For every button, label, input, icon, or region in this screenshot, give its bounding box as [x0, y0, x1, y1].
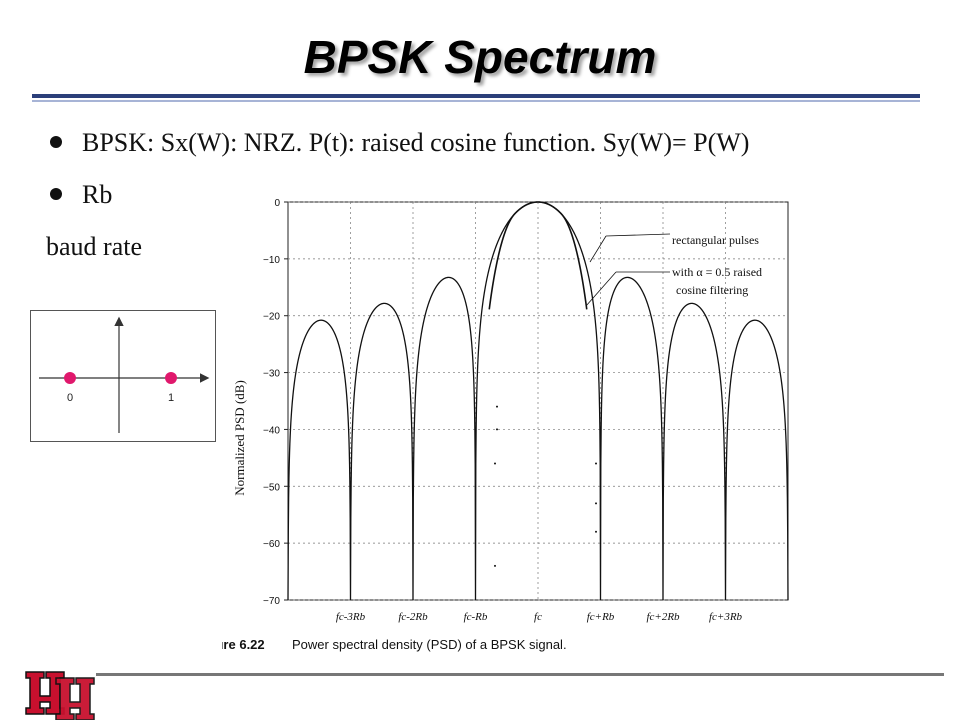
- series-raised-cosine-residual: [496, 428, 498, 431]
- bullet-bpsk: BPSK: Sx(W): NRZ. P(t): raised cosine fu…: [50, 128, 749, 158]
- bullet-dot-icon: [50, 136, 62, 149]
- annotation-leader-rc-2: [585, 271, 617, 307]
- annotation-rectangular: rectangular pulses: [672, 233, 759, 247]
- footer-rule: [96, 673, 944, 676]
- figure-caption-label: Figure 6.22: [222, 637, 265, 652]
- bullet-rb: Rb: [50, 180, 112, 210]
- constellation-point-0: [64, 372, 76, 384]
- x-tick-label: fc-Rb: [464, 611, 488, 623]
- constellation-svg: 0 1: [39, 316, 210, 433]
- annotation-raised-1: with α = 0.5 raised: [672, 265, 762, 279]
- university-logo: [22, 668, 98, 721]
- series-raised-cosine-residual: [496, 405, 498, 408]
- series-raised-cosine-residual: [595, 530, 597, 533]
- x-tick-label: fc-3Rb: [336, 611, 366, 623]
- y-tick-label: −70: [263, 596, 280, 607]
- constellation-diagram: 0 1: [30, 310, 216, 442]
- y-tick-label: −30: [263, 369, 280, 380]
- figure-caption-text: Power spectral density (PSD) of a BPSK s…: [292, 637, 567, 652]
- annotation-leader-rect-2: [589, 235, 607, 263]
- x-tick-label: fc-2Rb: [398, 611, 428, 623]
- bullet-dot-icon: [50, 188, 62, 201]
- baud-rate-text: baud rate: [46, 232, 143, 261]
- constellation-label-0: 0: [67, 392, 73, 404]
- annotation-leader-rect: [605, 233, 671, 237]
- constellation-point-1: [165, 372, 177, 384]
- y-tick-label: 0: [274, 198, 280, 209]
- plot-frame: [287, 201, 789, 601]
- psd-chart: 0 −10 −20 −30 −40 −50 −60 −70 fc-3Rb fc-2Rb fc-Rb f…: [196, 188, 822, 658]
- y-tick-label: −60: [263, 539, 280, 550]
- series-raised-cosine-residual: [595, 502, 597, 505]
- x-tick-label: fc+Rb: [587, 611, 615, 623]
- y-tick-label: −10: [263, 255, 280, 266]
- psd-chart-svg: 0 −10 −20 −30 −40 −50 −60 −70 fc-3Rb fc-2Rb fc-Rb f…: [196, 198, 789, 652]
- y-tick-label: −20: [263, 312, 280, 323]
- slide-title: BPSK Spectrum: [303, 31, 657, 83]
- x-tick-label: fc: [534, 611, 542, 623]
- series-raised-cosine-residual: [494, 564, 496, 567]
- series-raised-cosine-residual: [494, 462, 496, 465]
- bullet-text-bpsk: BPSK: Sx(W): NRZ. P(t): raised cosine fu…: [82, 128, 750, 157]
- annotation-raised-2: cosine filtering: [676, 283, 748, 297]
- y-tick-label: −40: [263, 425, 280, 436]
- uh-logo-icon: [25, 671, 95, 721]
- title-underline-light: [32, 100, 920, 102]
- constellation-label-1: 1: [168, 392, 174, 404]
- x-tick-label: fc+2Rb: [646, 611, 680, 623]
- bullet-text-rb: Rb: [82, 180, 113, 209]
- series-raised-cosine-residual: [595, 462, 597, 465]
- y-tick-label: −50: [263, 482, 280, 493]
- title-underline: [32, 94, 920, 98]
- series-raised-cosine: [488, 201, 588, 310]
- x-tick-label: fc+3Rb: [709, 611, 743, 623]
- legend-annotations: rectangular pulses with α = 0.5 raised c…: [585, 233, 762, 307]
- y-axis-label: Normalized PSD (dB): [232, 380, 247, 496]
